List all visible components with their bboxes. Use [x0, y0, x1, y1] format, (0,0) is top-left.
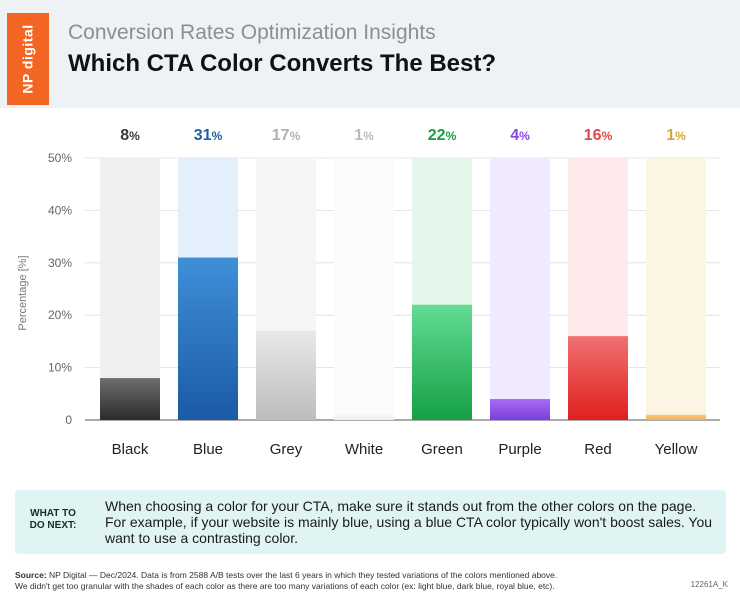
bar-black: [100, 378, 160, 420]
note-tag-line1: WHAT TO: [30, 508, 76, 519]
y-tick-labels: 0 10% 20% 30% 40% 50%: [48, 151, 72, 427]
value-label-purple: 4%: [510, 127, 530, 144]
y-tick-label: 40%: [48, 203, 72, 217]
x-tick-label-blue: Blue: [193, 441, 223, 458]
x-tick-label-black: Black: [112, 441, 149, 458]
header: NP digital Conversion Rates Optimization…: [0, 0, 740, 108]
x-tick-label-white: White: [345, 441, 383, 458]
bars: [100, 257, 706, 420]
value-label-white: 1%: [354, 127, 374, 144]
value-label-red: 16%: [584, 127, 613, 144]
value-labels: 8% 31% 17% 1% 22% 4% 16% 1%: [120, 127, 686, 144]
y-tick-label: 10%: [48, 361, 72, 375]
bar-yellow: [646, 414, 706, 420]
y-tick-label: 20%: [48, 308, 72, 322]
x-tick-label-green: Green: [421, 441, 463, 458]
x-tick-labels: Black Blue Grey White Green Purple Red Yellow: [112, 441, 698, 458]
x-tick-label-purple: Purple: [498, 441, 541, 458]
value-label-yellow: 1%: [666, 127, 686, 144]
bar-track-white: [334, 158, 394, 420]
page-title: Which CTA Color Converts The Best?: [68, 50, 497, 77]
bar-track-purple: [490, 158, 550, 420]
x-tick-label-red: Red: [584, 441, 612, 458]
bar-purple: [490, 399, 550, 420]
y-tick-label: 30%: [48, 256, 72, 270]
x-tick-label-yellow: Yellow: [655, 441, 698, 458]
source-text: NP Digital — Dec/2024. Data is from 2588…: [49, 570, 558, 580]
value-label-grey: 17%: [272, 127, 301, 144]
y-tick-label: 50%: [48, 151, 72, 165]
bar-red: [568, 336, 628, 420]
brand-label: NP digital: [20, 24, 36, 94]
bar-grey: [256, 330, 316, 420]
np-digital-logo: NP digital: [7, 13, 49, 105]
what-to-do-next-box: WHAT TO DO NEXT: When choosing a color f…: [15, 490, 726, 554]
what-to-do-next-tag: WHAT TO DO NEXT:: [23, 508, 83, 532]
y-axis-label: Percentage [%]: [17, 255, 29, 330]
x-tick-label-grey: Grey: [270, 441, 303, 458]
cta-color-bar-chart: 8% 31% 17% 1% 22% 4% 16% 1% 0 10% 20% 30% 40% 50% Bl…: [17, 127, 720, 458]
source-note: Source: NP Digital — Dec/2024. Data is f…: [15, 570, 655, 592]
bar-green: [412, 304, 472, 420]
bar-track-black: [100, 158, 160, 420]
y-tick-label: 0: [65, 413, 72, 427]
bar-track-yellow: [646, 158, 706, 420]
bar-blue: [178, 257, 238, 420]
source-label: Source:: [15, 570, 47, 580]
note-text: When choosing a color for your CTA, make…: [105, 498, 713, 546]
bar-white: [334, 414, 394, 420]
value-label-green: 22%: [428, 127, 457, 144]
value-label-black: 8%: [120, 127, 140, 144]
note-tag-line2: DO NEXT:: [29, 520, 77, 531]
value-label-blue: 31%: [194, 127, 223, 144]
page-subtitle: Conversion Rates Optimization Insights: [68, 21, 436, 44]
image-code: 12261A_K: [690, 580, 728, 589]
source-line-1: Source: NP Digital — Dec/2024. Data is f…: [15, 570, 655, 581]
source-line-2: We didn't get too granular with the shad…: [15, 581, 555, 591]
